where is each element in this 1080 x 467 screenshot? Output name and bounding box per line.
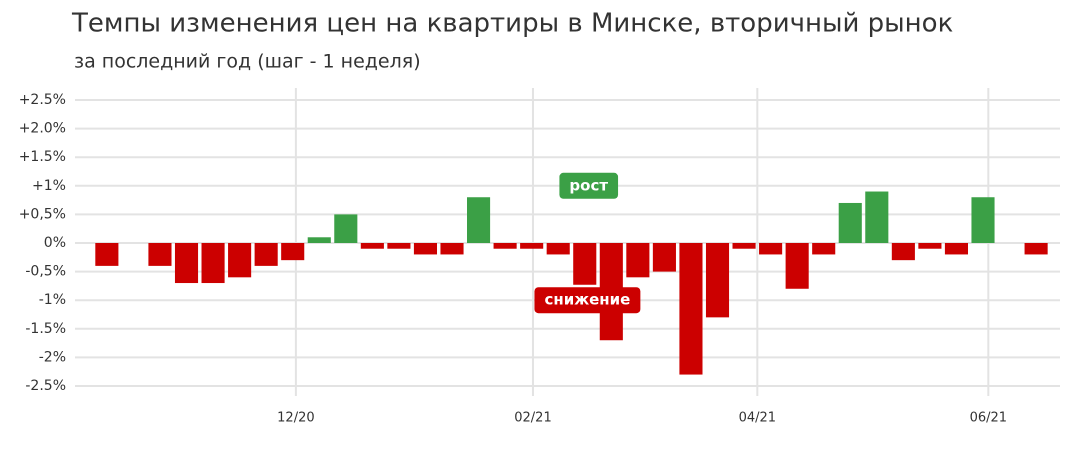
bar [626,243,650,278]
chart-title: Темпы изменения цен на квартиры в Минске… [71,9,953,39]
chart-subtitle: за последний год (шаг - 1 неделя) [74,51,421,73]
y-tick-label: +1% [32,178,66,194]
bar [334,214,358,243]
bar [944,243,969,255]
annotation-box [534,287,641,314]
bar [812,243,836,255]
y-tick-label: -1% [39,292,66,308]
bar [732,243,756,249]
bar [865,191,889,243]
bar [307,237,331,243]
y-tick-label: -2.5% [25,378,66,394]
bar [573,243,597,285]
bar [148,243,172,266]
x-tick-label: 06/21 [970,411,1007,426]
bar [838,202,862,243]
bar [520,243,544,249]
y-tick-label: +2.0% [19,121,66,137]
bar [228,243,252,278]
bar [281,243,305,261]
bar [1024,243,1048,255]
bar [201,243,225,284]
bar [387,243,411,249]
bar [254,243,278,266]
bar [785,243,809,289]
y-tick-label: +2.5% [19,92,66,108]
bar [705,243,730,318]
annotation-box [559,172,619,199]
bar [174,243,199,284]
y-tick-label: +1.5% [19,149,66,165]
bar [360,243,384,249]
bar [971,197,995,243]
y-tick-label: -2% [39,349,66,365]
bar [467,197,491,243]
bar [679,243,703,375]
x-tick-label: 04/21 [739,411,776,426]
y-tick-label: -1.5% [25,321,66,337]
bar [546,243,570,255]
annotation: рост [569,176,608,194]
annotation: снижение [544,291,630,309]
x-tick-label: 12/20 [277,411,314,426]
x-tick-label: 02/21 [514,411,551,426]
bar [891,243,915,261]
bar [493,243,517,249]
bar [440,243,464,255]
bar [413,243,438,255]
y-tick-label: 0% [44,235,66,251]
bar [918,243,942,249]
y-tick-label: -0,5% [25,264,66,280]
bar [652,243,676,272]
bar [759,243,783,255]
bar [95,243,119,266]
y-tick-label: +0,5% [19,206,66,222]
